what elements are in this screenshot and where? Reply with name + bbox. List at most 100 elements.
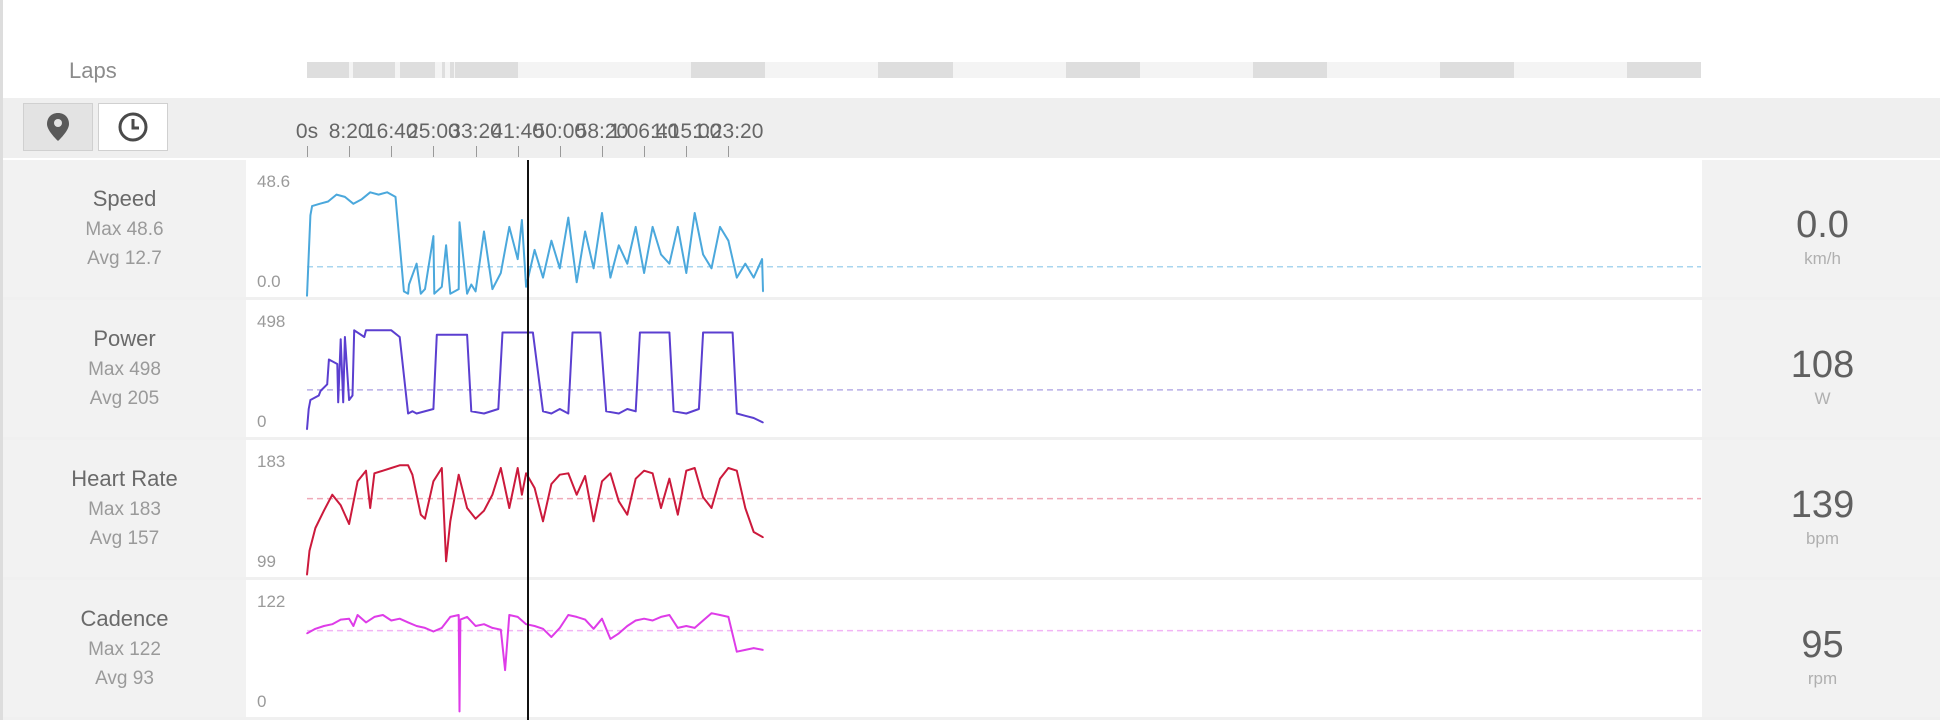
data-point — [441, 467, 443, 469]
data-point — [470, 283, 473, 286]
data-point — [337, 401, 340, 404]
data-point — [314, 628, 317, 630]
data-point — [314, 527, 317, 529]
data-point — [744, 649, 747, 651]
data-point — [415, 625, 418, 627]
data-point — [639, 331, 641, 334]
data-point — [685, 469, 688, 472]
data-point — [584, 230, 586, 233]
data-point — [618, 412, 620, 415]
cursor-line[interactable] — [526, 160, 529, 720]
data-point — [542, 410, 544, 413]
metric-plot[interactable] — [246, 580, 1702, 718]
data-point — [318, 394, 320, 397]
data-point — [306, 632, 308, 635]
metric-row-power: Power Max 498 Avg 205 498 0 108 W — [3, 300, 1940, 438]
y-min-label: 0 — [257, 692, 267, 711]
clock-icon — [118, 112, 148, 142]
lap-segment[interactable] — [878, 62, 953, 78]
metric-plot[interactable] — [246, 300, 1702, 438]
lap-segment[interactable] — [1252, 62, 1327, 78]
data-point — [403, 290, 405, 293]
data-point — [356, 480, 359, 483]
data-point — [327, 200, 329, 203]
lap-segment[interactable] — [1626, 62, 1701, 78]
time-tick-label: 41:40 — [491, 120, 544, 143]
series-chart — [306, 329, 1701, 431]
data-point — [618, 244, 620, 247]
data-point — [685, 625, 688, 627]
y-min-label: 0.0 — [257, 272, 281, 291]
data-point — [457, 614, 460, 616]
data-point — [762, 421, 764, 424]
data-point — [550, 239, 553, 242]
data-point — [584, 475, 586, 477]
time-view-button[interactable] — [98, 103, 168, 151]
current-value-panel: 0.0 km/h — [1702, 160, 1940, 298]
metric-max: Max 122 — [88, 639, 161, 660]
data-point — [668, 262, 671, 265]
y-max-label: 48.6 — [257, 172, 291, 191]
data-point — [677, 513, 679, 516]
data-point — [466, 292, 468, 295]
data-point — [672, 410, 675, 413]
map-view-button[interactable] — [23, 103, 93, 151]
data-point — [719, 614, 721, 616]
data-point — [601, 617, 603, 620]
data-point — [382, 614, 384, 616]
data-point — [474, 625, 477, 627]
lap-segment[interactable] — [353, 62, 396, 78]
lap-segment[interactable] — [307, 62, 350, 78]
data-point — [559, 473, 561, 476]
data-point — [466, 616, 468, 618]
data-point — [420, 292, 422, 295]
metric-plot[interactable] — [246, 440, 1702, 578]
data-point — [351, 394, 354, 397]
data-point — [685, 272, 688, 274]
data-point — [491, 627, 494, 629]
data-point — [567, 216, 570, 219]
data-point — [677, 627, 679, 629]
lap-segment[interactable] — [455, 62, 518, 78]
data-point — [584, 618, 586, 621]
metric-plot[interactable] — [246, 160, 1702, 298]
current-value: 95 — [1801, 624, 1844, 666]
data-point — [352, 203, 355, 205]
metric-max: Max 498 — [88, 359, 161, 380]
lap-segment[interactable] — [1065, 62, 1140, 78]
lap-segment[interactable] — [691, 62, 766, 78]
lap-segment[interactable] — [441, 62, 446, 78]
data-point — [702, 331, 704, 334]
data-point — [411, 410, 414, 413]
data-point — [398, 336, 401, 338]
data-point — [445, 560, 447, 563]
data-point — [328, 358, 330, 361]
lap-segment[interactable] — [399, 62, 436, 78]
data-point — [668, 331, 671, 334]
time-tick-label: 0s — [295, 120, 319, 143]
data-point — [470, 410, 473, 413]
data-point — [533, 625, 536, 627]
data-point — [651, 226, 654, 228]
data-point — [500, 467, 502, 469]
time-tick-label: 16:40 — [364, 120, 418, 143]
current-value: 0.0 — [1796, 204, 1849, 246]
metric-summary: Power Max 498 Avg 205 — [3, 300, 246, 438]
data-point — [319, 390, 322, 392]
data-point — [474, 517, 477, 520]
data-point — [363, 336, 366, 338]
lap-segment[interactable] — [450, 62, 454, 78]
map-pin-icon — [47, 113, 69, 141]
data-point — [386, 191, 388, 194]
data-point — [323, 625, 325, 627]
metric-avg: Avg 12.7 — [87, 248, 162, 269]
data-point — [516, 467, 519, 469]
lap-segment[interactable] — [1439, 62, 1514, 78]
data-point — [744, 507, 747, 509]
data-point — [685, 412, 688, 415]
data-point — [398, 464, 401, 467]
current-unit: rpm — [1807, 669, 1838, 688]
data-point — [618, 500, 620, 503]
data-point — [504, 669, 506, 671]
data-point — [432, 408, 435, 410]
